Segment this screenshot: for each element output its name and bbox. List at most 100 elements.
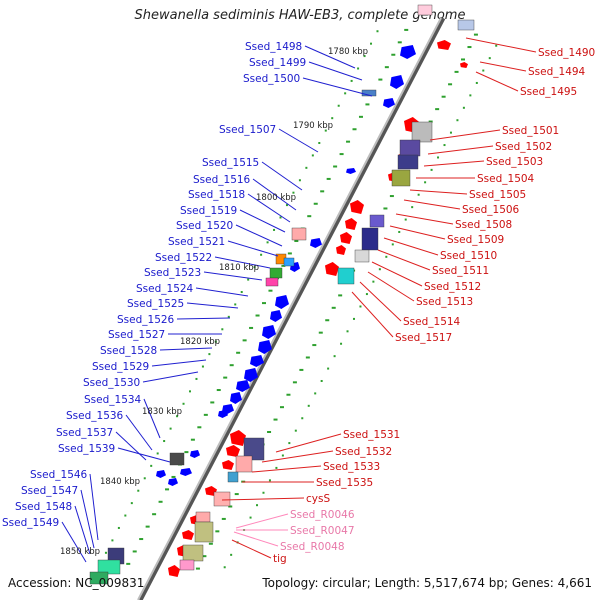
track-dot — [249, 516, 252, 519]
gene-box — [243, 437, 265, 461]
reverse-gene-label: Ssed_1507 — [219, 124, 276, 136]
gene-box — [361, 227, 379, 251]
label-leader — [308, 61, 363, 81]
label-leader — [221, 497, 305, 501]
reverse-gene-label: Ssed_1523 — [144, 267, 201, 279]
label-leader — [235, 513, 289, 529]
track-dot — [404, 218, 407, 221]
track-dot — [184, 451, 189, 454]
track-dot — [378, 78, 383, 81]
label-leader — [465, 37, 537, 53]
track-dot — [253, 266, 256, 269]
kbp-tick-label: 1800 kbp — [256, 193, 296, 203]
track-dot — [292, 381, 297, 384]
track-dot — [305, 356, 310, 359]
label-leader — [61, 521, 87, 563]
forward-gene-mark — [168, 565, 180, 577]
kbp-tick-label: 1790 kbp — [293, 121, 333, 131]
label-leader — [377, 249, 431, 271]
forward-gene-label: Ssed_1502 — [495, 141, 552, 153]
reverse-gene-mark — [390, 75, 404, 89]
reverse-gene-label: Ssed_1521 — [168, 236, 225, 248]
reverse-gene-label: Ssed_1536 — [66, 410, 124, 422]
gene-box — [182, 544, 204, 562]
track-dot — [299, 368, 304, 371]
forward-gene-mark — [437, 40, 451, 50]
track-dot — [190, 438, 195, 441]
kbp-tick-label: 1830 kbp — [142, 407, 182, 417]
track-dot — [214, 340, 217, 343]
track-dot — [456, 119, 459, 122]
reverse-gene-mark — [236, 380, 250, 392]
reverse-gene-label: Ssed_1529 — [92, 361, 149, 373]
track-dot — [340, 342, 343, 345]
gene-box — [369, 214, 385, 228]
track-dot — [333, 165, 338, 168]
track-dot — [346, 140, 351, 143]
reverse-gene-mark — [156, 470, 166, 478]
track-dot — [370, 42, 373, 45]
label-leader — [304, 45, 356, 69]
track-dot — [307, 215, 312, 218]
label-leader — [252, 178, 297, 211]
backbone-line — [137, 17, 442, 600]
reverse-gene-label: Ssed_1527 — [108, 329, 165, 341]
track-dot — [346, 330, 349, 333]
track-dot — [286, 393, 291, 396]
track-dot — [126, 562, 131, 565]
reverse-gene-mark — [230, 392, 242, 404]
track-dot — [215, 530, 220, 533]
track-dot — [143, 477, 146, 480]
track-dot — [318, 142, 321, 145]
gene-box — [291, 227, 307, 241]
forward-gene-label: Ssed_1531 — [343, 429, 400, 441]
label-leader — [302, 77, 373, 97]
label-leader — [227, 240, 279, 257]
reverse-gene-mark — [190, 450, 200, 458]
track-dot — [203, 413, 208, 416]
track-dot — [461, 58, 466, 61]
track-dot — [281, 264, 286, 267]
track-dot — [305, 166, 308, 169]
label-leader — [479, 61, 527, 72]
forward-gene-label: tig — [273, 553, 287, 565]
label-leader — [278, 128, 319, 153]
track-dot — [273, 418, 278, 421]
forward-gene-label: Ssed_1490 — [538, 47, 595, 59]
track-dot — [424, 181, 427, 184]
forward-gene-mark — [336, 245, 346, 255]
gene-box — [399, 139, 421, 157]
track-dot — [397, 41, 402, 44]
track-dot — [145, 525, 150, 528]
track-dot — [404, 28, 409, 31]
reverse-gene-label: Ssed_1515 — [202, 157, 259, 169]
track-dot — [358, 115, 363, 118]
track-dot — [495, 44, 498, 47]
gene-box — [194, 521, 214, 543]
track-dot — [352, 128, 357, 131]
label-leader — [214, 256, 271, 269]
track-dot — [307, 404, 310, 407]
rna-gene-label: Ssed_R0048 — [280, 541, 345, 553]
reverse-gene-label: Ssed_1518 — [188, 189, 245, 201]
track-dot — [210, 401, 215, 404]
forward-gene-label: Ssed_1517 — [395, 332, 452, 344]
reverse-gene-mark — [400, 45, 416, 59]
label-leader — [371, 261, 423, 287]
reverse-gene-label: Ssed_1525 — [127, 298, 184, 310]
gene-box — [397, 154, 419, 170]
gene-box — [391, 169, 411, 187]
track-dot — [338, 294, 343, 297]
reverse-gene-mark — [180, 468, 192, 476]
track-dot — [339, 153, 344, 156]
reverse-gene-label: Ssed_1548 — [15, 501, 72, 513]
track-dot — [352, 317, 355, 320]
track-dot — [266, 241, 269, 244]
forward-gene-label: Ssed_1509 — [447, 234, 504, 246]
gene-box — [235, 455, 253, 473]
forward-gene-mark — [340, 232, 352, 244]
reverse-gene-label: Ssed_1522 — [155, 252, 212, 264]
track-dot — [182, 402, 185, 405]
gene-box — [265, 277, 279, 287]
label-leader — [74, 505, 91, 555]
